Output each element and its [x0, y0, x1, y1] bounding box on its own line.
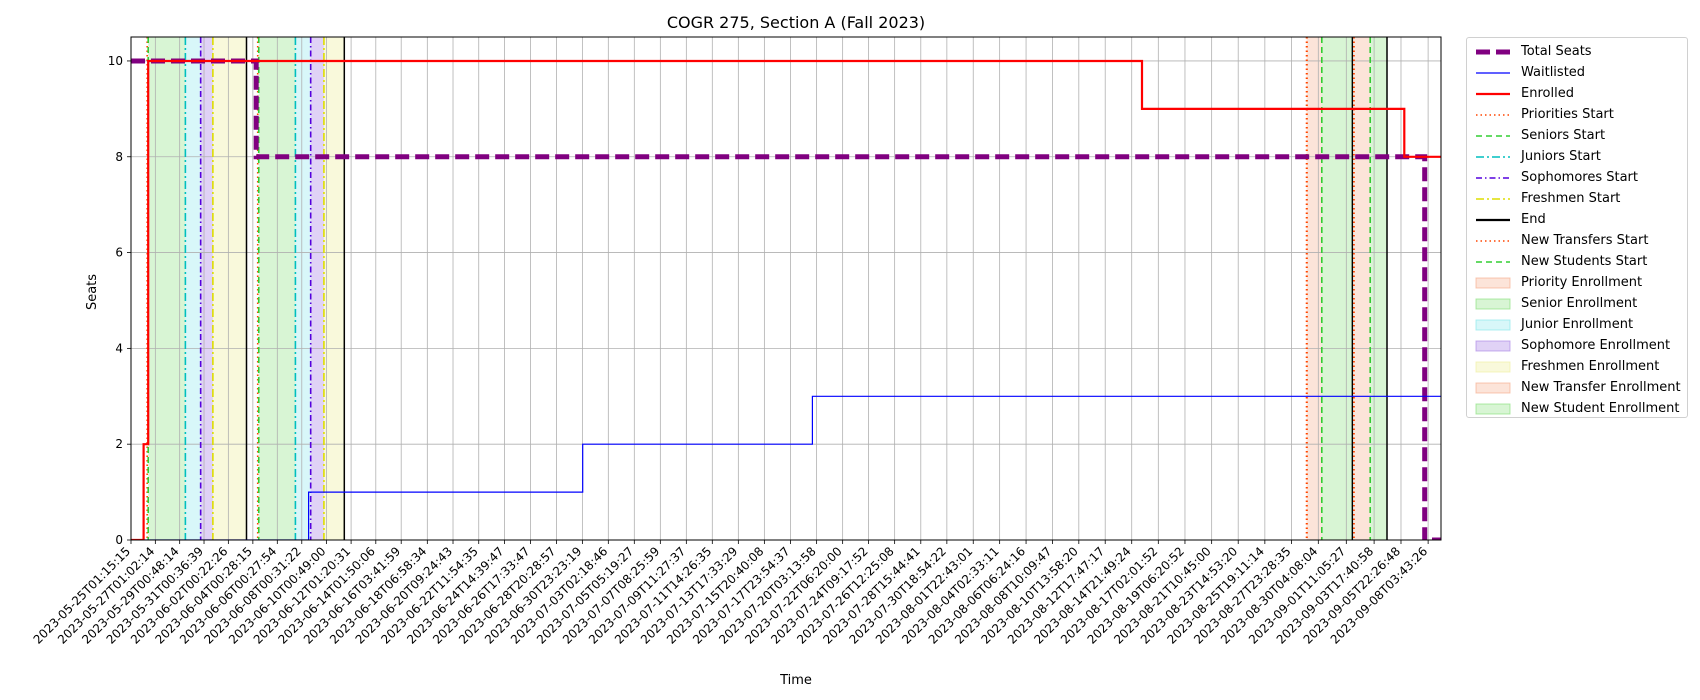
y-axis-label: Seats	[85, 274, 100, 310]
legend-swatch	[1475, 361, 1511, 372]
legend-patch-sample	[1475, 298, 1511, 309]
chart-legend: Total Seats Waitlisted Enrolled Priorities …	[1466, 37, 1688, 418]
legend-item-new-transfer-enrollment: New Transfer Enrollment	[1467, 377, 1687, 398]
senior-enrollment-band	[1321, 37, 1353, 540]
legend-item-sophomore-enrollment: Sophomore Enrollment	[1467, 335, 1687, 356]
legend-label: New Student Enrollment	[1521, 401, 1680, 416]
junior-enrollment-band	[185, 37, 201, 540]
y-tick-label: 8	[115, 150, 123, 164]
chart-title: COGR 275, Section A (Fall 2023)	[667, 13, 925, 32]
shaded-periods-layer	[148, 37, 1388, 540]
new-transfer-enrollment-band	[1353, 37, 1371, 540]
legend-patch-sample	[1475, 403, 1511, 414]
y-tick-label: 6	[115, 246, 123, 260]
legend-swatch	[1476, 239, 1510, 242]
legend-item-priority-enrollment: Priority Enrollment	[1467, 272, 1687, 293]
legend-item-senior-enrollment: Senior Enrollment	[1467, 293, 1687, 314]
legend-swatch	[1476, 92, 1510, 95]
legend-label: Freshmen Start	[1521, 191, 1621, 206]
y-axis: 0 2 4 6 8 10	[108, 54, 131, 547]
legend-label: Sophomores Start	[1521, 170, 1638, 185]
legend-item-end: End	[1467, 209, 1687, 230]
legend-swatch	[1476, 113, 1510, 116]
y-tick-label: 4	[115, 341, 123, 355]
waitlisted-series-line	[131, 395, 1441, 540]
legend-label: New Transfers Start	[1521, 233, 1649, 248]
legend-item-waitlisted: Waitlisted	[1467, 62, 1687, 83]
legend-patch-sample	[1475, 361, 1511, 372]
legend-swatch	[1476, 155, 1510, 158]
legend-label: Priority Enrollment	[1521, 275, 1643, 290]
legend-swatch	[1475, 403, 1511, 414]
legend-label: Senior Enrollment	[1521, 296, 1638, 311]
legend-item-priorities-start: Priorities Start	[1467, 104, 1687, 125]
y-tick-label: 2	[115, 437, 123, 451]
legend-item-sophomores-start: Sophomores Start	[1467, 167, 1687, 188]
legend-swatch	[1476, 71, 1510, 74]
legend-swatch	[1475, 382, 1511, 393]
legend-item-new-students-start: New Students Start	[1467, 251, 1687, 272]
legend-swatch	[1476, 49, 1510, 54]
legend-swatch	[1475, 298, 1511, 309]
y-tick-label: 0	[115, 533, 123, 547]
legend-item-freshmen-enrollment: Freshmen Enrollment	[1467, 356, 1687, 377]
legend-label: Juniors Start	[1521, 149, 1601, 164]
priority-enrollment-band	[1306, 37, 1322, 540]
legend-item-freshmen-start: Freshmen Start	[1467, 188, 1687, 209]
legend-item-enrolled: Enrolled	[1467, 83, 1687, 104]
legend-item-new-transfers-start: New Transfers Start	[1467, 230, 1687, 251]
legend-label: Sophomore Enrollment	[1521, 338, 1671, 353]
legend-swatch	[1475, 340, 1511, 351]
legend-label: Priorities Start	[1521, 107, 1614, 122]
legend-item-seniors-start: Seniors Start	[1467, 125, 1687, 146]
legend-patch-sample	[1475, 382, 1511, 393]
legend-item-juniors-start: Juniors Start	[1467, 146, 1687, 167]
legend-item-junior-enrollment: Junior Enrollment	[1467, 314, 1687, 335]
enrolled-series-line	[131, 59, 1441, 540]
legend-label: Waitlisted	[1521, 65, 1586, 80]
legend-label: Freshmen Enrollment	[1521, 359, 1660, 374]
series-layer	[131, 58, 1441, 540]
new-student-enrollment-band	[1370, 37, 1388, 540]
legend-swatch	[1476, 134, 1510, 137]
legend-swatch	[1475, 319, 1511, 330]
period-markers-layer	[146, 37, 1388, 540]
sophomore-enrollment-band	[200, 37, 213, 540]
x-axis: 2023-05-25T01:15:152023-05-27T01:02:1420…	[31, 540, 1430, 647]
legend-swatch	[1475, 277, 1511, 288]
legend-swatch	[1476, 197, 1510, 200]
legend-swatch	[1476, 260, 1510, 263]
x-axis-label: Time	[779, 673, 812, 688]
legend-swatch	[1476, 218, 1510, 221]
legend-label: Enrolled	[1521, 86, 1574, 101]
y-tick-label: 10	[108, 54, 123, 68]
freshmen-enrollment-band	[212, 37, 247, 540]
legend-label: Total Seats	[1521, 44, 1592, 59]
legend-label: End	[1521, 212, 1546, 227]
legend-patch-sample	[1475, 340, 1511, 351]
legend-label: Junior Enrollment	[1521, 317, 1634, 332]
legend-label: New Students Start	[1521, 254, 1648, 269]
legend-label: New Transfer Enrollment	[1521, 380, 1681, 395]
senior-enrollment-band	[148, 37, 186, 540]
junior-enrollment-band	[295, 37, 311, 540]
plot-frame	[130, 36, 1442, 541]
legend-item-total-seats: Total Seats	[1467, 41, 1687, 62]
legend-label: Seniors Start	[1521, 128, 1606, 143]
legend-swatch	[1476, 176, 1510, 179]
sophomore-enrollment-band	[310, 37, 324, 540]
legend-patch-sample	[1475, 319, 1511, 330]
legend-patch-sample	[1475, 277, 1511, 288]
freshmen-enrollment-band	[323, 37, 345, 540]
legend-item-new-student-enrollment: New Student Enrollment	[1467, 398, 1687, 419]
